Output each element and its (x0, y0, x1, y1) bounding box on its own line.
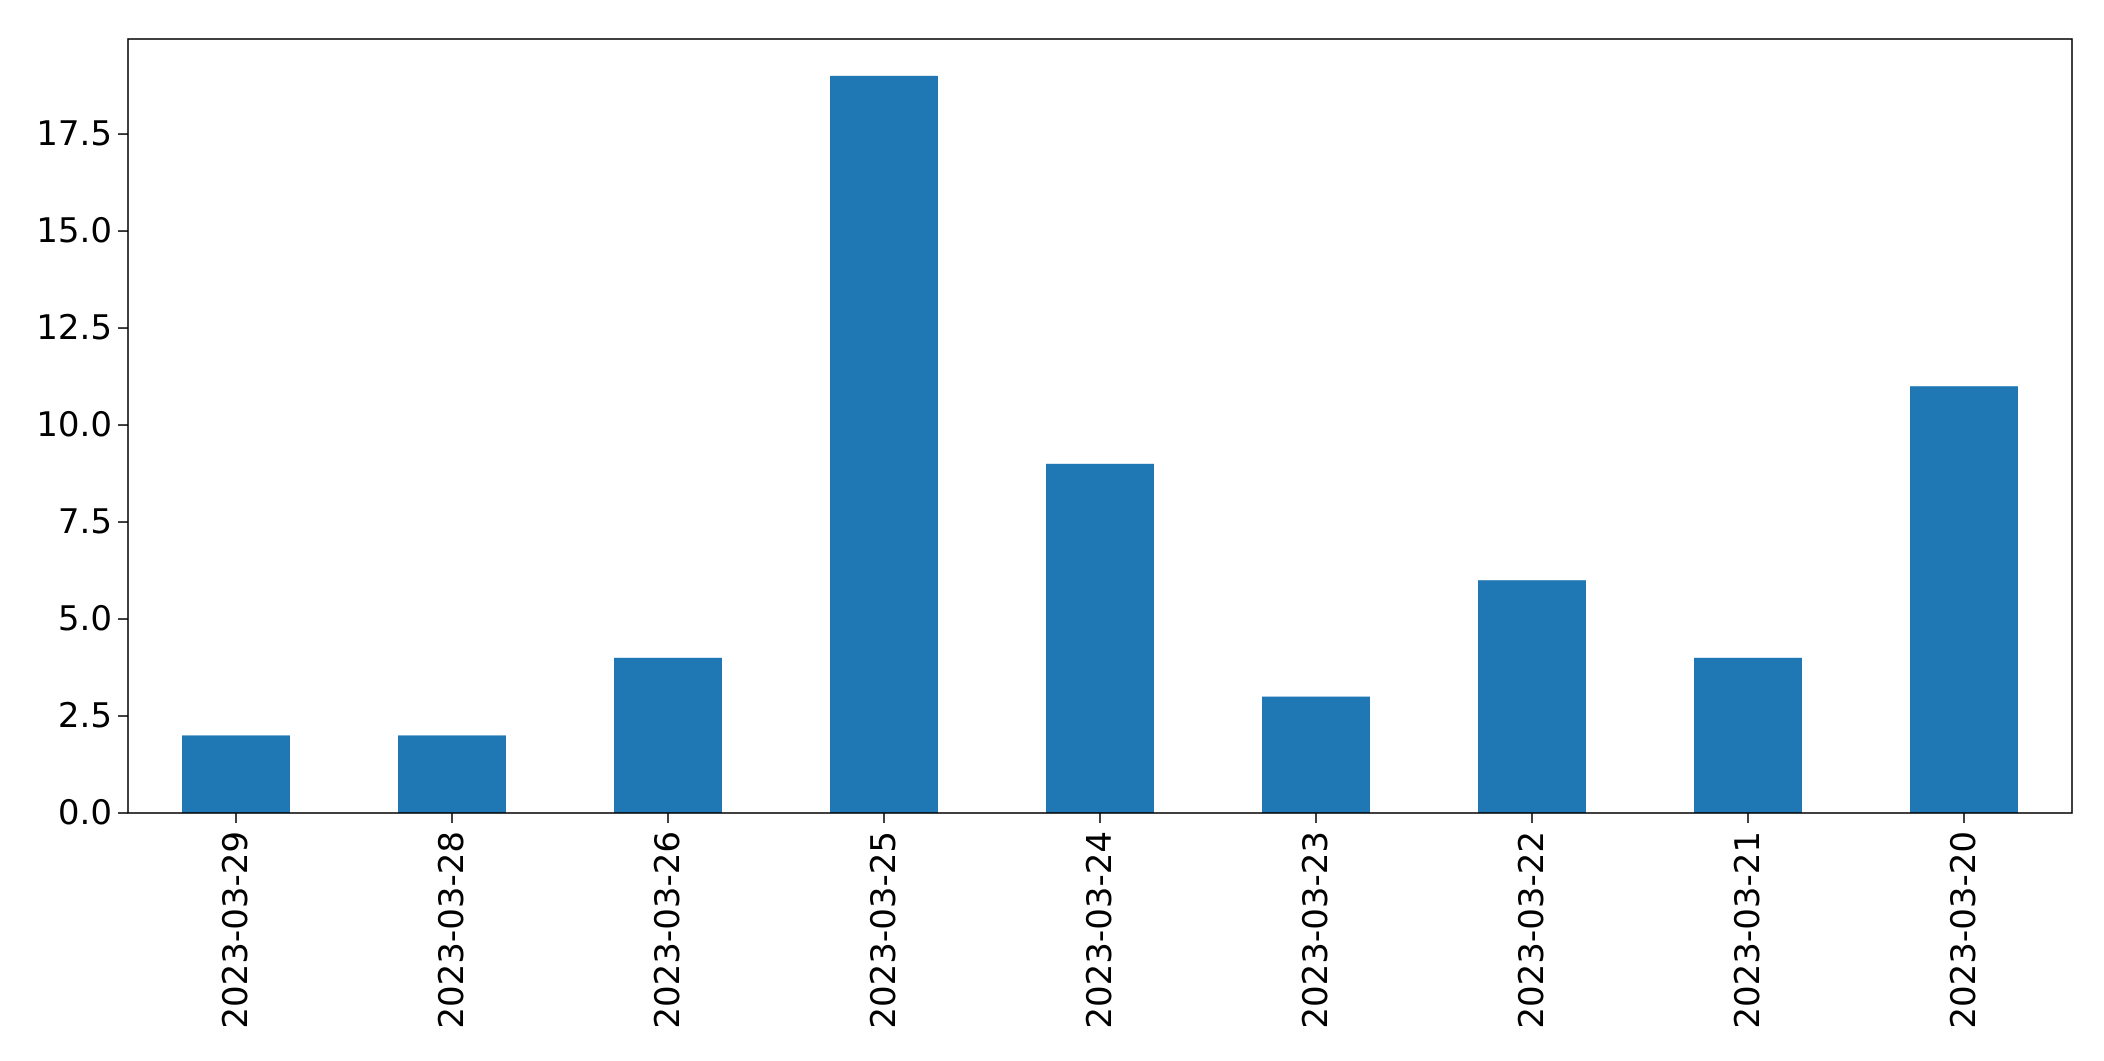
y-tick-label: 0.0 (58, 793, 112, 833)
x-tick-label: 2023-03-20 (1944, 831, 1984, 1029)
bar-2023-03-20 (1910, 386, 2018, 813)
x-tick-label: 2023-03-22 (1512, 831, 1552, 1029)
bar-2023-03-28 (398, 735, 506, 813)
x-axis: 2023-03-29 2023-03-28 2023-03-26 2023-03-25… (216, 813, 1984, 1029)
bar-2023-03-26 (614, 657, 722, 813)
x-tick-label: 2023-03-23 (1296, 831, 1336, 1029)
x-tick-label: 2023-03-25 (864, 831, 904, 1029)
bar-2023-03-24 (1046, 463, 1154, 813)
y-tick-label: 5.0 (58, 599, 112, 639)
y-tick-label: 10.0 (36, 405, 112, 445)
bars-group (182, 75, 2018, 814)
x-tick-label: 2023-03-26 (648, 831, 688, 1029)
bar-2023-03-21 (1694, 657, 1802, 813)
x-tick-label: 2023-03-24 (1080, 831, 1120, 1029)
y-tick-label: 12.5 (36, 308, 112, 348)
bar-2023-03-25 (830, 75, 938, 814)
x-tick-label: 2023-03-28 (432, 831, 472, 1029)
y-tick-label: 15.0 (36, 211, 112, 251)
y-axis: 0.0 2.5 5.0 7.5 10.0 12.5 15.0 17.5 (36, 114, 128, 833)
x-tick-label: 2023-03-29 (216, 831, 256, 1029)
bar-2023-03-29 (182, 735, 290, 813)
x-tick-label: 2023-03-21 (1728, 831, 1768, 1029)
bar-2023-03-22 (1478, 580, 1586, 813)
y-tick-label: 2.5 (58, 696, 112, 736)
y-tick-label: 17.5 (36, 114, 112, 154)
y-tick-label: 7.5 (58, 502, 112, 542)
bar-2023-03-23 (1262, 696, 1370, 813)
